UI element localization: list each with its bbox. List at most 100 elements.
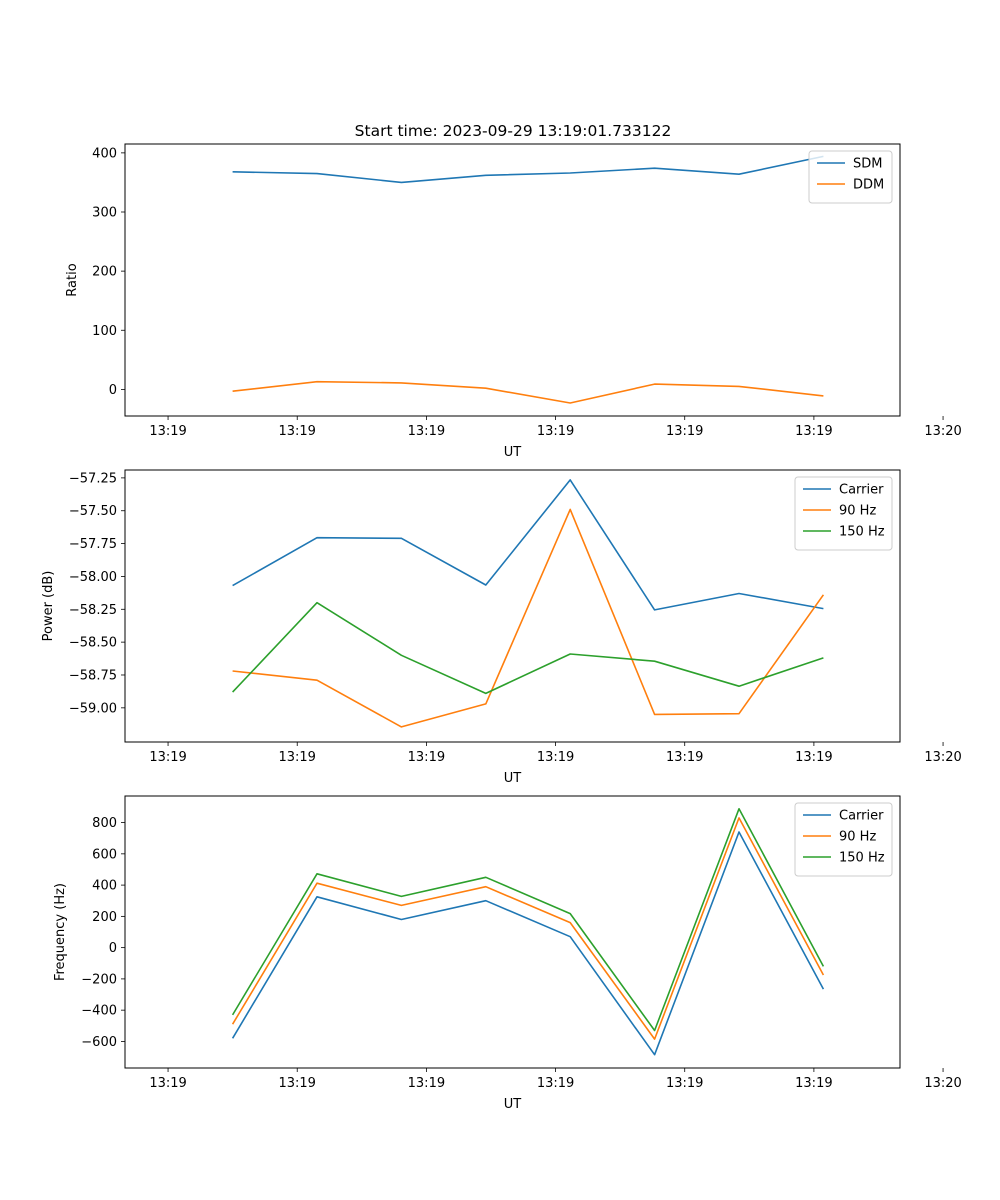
data-point	[738, 831, 740, 833]
y-tick-label: −58.00	[69, 570, 117, 585]
y-tick-label: 600	[92, 847, 117, 862]
series-line-sdm	[232, 155, 824, 184]
x-tick-label: 13:19	[537, 1076, 574, 1091]
x-axis-label: UT	[504, 771, 522, 786]
y-tick-label: 300	[92, 206, 117, 221]
data-point	[569, 402, 571, 404]
axes-frame	[124, 469, 901, 743]
y-tick-label: −600	[81, 1035, 117, 1050]
y-tick-label: −57.25	[69, 471, 117, 486]
y-tick-label: −58.25	[69, 603, 117, 618]
data-point	[316, 381, 318, 383]
data-point	[400, 904, 402, 906]
legend: Carrier 90 Hz 150 Hz	[794, 476, 893, 551]
x-tick-label: 13:19	[537, 750, 574, 765]
legend-label: 150 Hz	[839, 851, 885, 866]
series-line-90-hz	[231, 817, 825, 1040]
x-tick-label: 13:19	[278, 424, 315, 439]
y-tick-label: −200	[81, 972, 117, 987]
data-point	[485, 876, 487, 878]
data-point	[400, 181, 402, 183]
x-tick-label: 13:19	[278, 1076, 315, 1091]
x-axis-label: UT	[504, 445, 522, 460]
y-tick-label: −400	[81, 1004, 117, 1019]
x-tick-label: 13:19	[149, 750, 186, 765]
x-tick-label: 13:19	[795, 750, 832, 765]
data-point	[738, 592, 740, 594]
data-point	[653, 1038, 655, 1040]
x-tick-label: 13:19	[408, 1076, 445, 1091]
y-tick-label: 400	[92, 146, 117, 161]
data-point	[738, 685, 740, 687]
y-axis-label: Power (dB)	[41, 571, 56, 642]
data-point	[485, 387, 487, 389]
data-point	[822, 594, 824, 596]
data-point	[231, 691, 233, 693]
y-axis-label: Frequency (Hz)	[53, 883, 68, 981]
axes-frame	[124, 143, 901, 417]
data-point	[569, 479, 571, 481]
figure-title: Start time: 2023-09-29 13:19:01.733122	[355, 122, 672, 140]
data-point	[231, 390, 233, 392]
x-tick-label: 13:20	[924, 1076, 961, 1091]
data-point	[485, 584, 487, 586]
y-tick-label: 800	[92, 816, 117, 831]
x-tick-label: 13:19	[537, 424, 574, 439]
x-tick-label: 13:19	[278, 750, 315, 765]
x-tick-label: 13:19	[666, 750, 703, 765]
subplot-2: 13:19 13:19 13:19 13:19 13:19 13:19 13:20 −59.0…	[41, 469, 962, 786]
x-tick-label: 13:19	[795, 424, 832, 439]
data-point	[485, 692, 487, 694]
data-point	[653, 383, 655, 385]
legend: Carrier 90 Hz 150 Hz	[794, 802, 893, 877]
data-point	[316, 873, 318, 875]
x-tick-label: 13:19	[408, 750, 445, 765]
x-tick-label: 13:20	[924, 750, 961, 765]
data-point	[738, 713, 740, 715]
data-point	[822, 657, 824, 659]
data-point	[231, 584, 233, 586]
data-point	[822, 395, 824, 397]
x-tick-label: 13:19	[149, 1076, 186, 1091]
y-tick-label: −59.00	[69, 701, 117, 716]
x-tick-label: 13:19	[666, 424, 703, 439]
data-point	[316, 896, 318, 898]
data-point	[316, 172, 318, 174]
data-point	[822, 974, 824, 976]
series-line-carrier	[232, 479, 824, 611]
data-point	[485, 174, 487, 176]
x-tick-label: 13:19	[795, 1076, 832, 1091]
data-point	[569, 921, 571, 923]
y-tick-label: 100	[92, 324, 117, 339]
data-point	[569, 935, 571, 937]
subplot-3: 13:19 13:19 13:19 13:19 13:19 13:19 13:20 −600 −…	[53, 795, 962, 1112]
series-line-150-hz	[232, 601, 824, 695]
x-tick-label: 13:19	[408, 424, 445, 439]
legend-label: 90 Hz	[839, 830, 876, 845]
data-point	[653, 1054, 655, 1056]
data-point	[569, 172, 571, 174]
data-point	[400, 537, 402, 539]
data-point	[653, 609, 655, 611]
legend-label: DDM	[853, 178, 884, 193]
y-tick-label: 200	[92, 910, 117, 925]
data-point	[569, 653, 571, 655]
series-line-90-hz	[232, 508, 825, 728]
x-tick-label: 13:19	[666, 1076, 703, 1091]
data-point	[231, 1014, 233, 1016]
data-point	[231, 1023, 233, 1025]
legend: SDM DDM	[808, 150, 893, 204]
data-point	[822, 988, 824, 990]
y-tick-label: 0	[109, 941, 117, 956]
data-point	[569, 508, 571, 510]
data-point	[400, 918, 402, 920]
data-point	[485, 703, 487, 705]
data-point	[400, 654, 402, 656]
y-tick-label: 400	[92, 879, 117, 894]
data-point	[738, 817, 740, 819]
data-point	[316, 882, 318, 884]
data-point	[231, 1037, 233, 1039]
data-point	[400, 726, 402, 728]
legend-label: SDM	[853, 157, 882, 172]
data-point	[738, 173, 740, 175]
